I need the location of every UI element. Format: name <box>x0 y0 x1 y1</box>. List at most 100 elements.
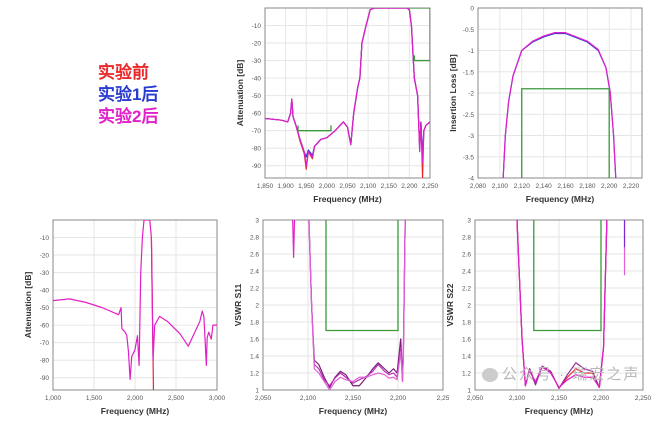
spec-mask-line <box>521 88 610 178</box>
x-tick-label: 2,100 <box>509 395 526 402</box>
y-tick-label: -20 <box>252 41 262 48</box>
y-axis-label: Attenuation [dB] <box>235 60 245 127</box>
x-tick-label: 2,150 <box>381 183 398 190</box>
y-tick-label: -60 <box>252 111 262 118</box>
y-tick-label: -1.5 <box>463 69 475 76</box>
legend: 实验前 实验1后 实验2后 <box>98 62 158 128</box>
x-tick-label: 2,050 <box>255 395 272 402</box>
y-tick-label: 1.6 <box>462 337 471 344</box>
chart-attn-narrow: 1,850 1,900 1,950 2,000 2,050 2,100 2,150 2,200… <box>235 7 439 204</box>
y-tick-label: 2.4 <box>250 269 259 276</box>
y-axis-label: Attenuation [dB] <box>23 272 33 339</box>
y-tick-label: -70 <box>40 340 50 347</box>
watermark: 公众号 · 瑞宏之声 <box>482 366 640 383</box>
y-tick-label: 2 <box>467 303 471 310</box>
y-tick-label: 1 <box>255 388 259 395</box>
y-tick-label: 1.2 <box>250 371 259 378</box>
y-tick-label: -0.5 <box>463 27 475 34</box>
x-axis-label: Frequency (MHz) <box>319 406 388 416</box>
x-tick-label: 2,180 <box>579 183 596 190</box>
y-tick-label: 2.8 <box>250 235 259 242</box>
x-tick-label: 2,050 <box>339 183 356 190</box>
x-tick-label: 1,950 <box>298 183 315 190</box>
y-tick-label: -30 <box>252 58 262 65</box>
x-tick-label: 2,100 <box>300 395 317 402</box>
x-tick-label: 1,000 <box>45 395 62 402</box>
x-tick-label: 3,000 <box>209 395 226 402</box>
x-tick-label: 2,250 <box>635 395 652 402</box>
y-tick-label: 2.2 <box>250 286 259 293</box>
plot-frame <box>52 219 218 391</box>
x-tick-label: 2,100 <box>360 183 377 190</box>
series-line <box>308 220 406 390</box>
y-tick-label: 1.4 <box>462 354 471 361</box>
watermark-text: 公众号 · 瑞宏之声 <box>502 366 641 383</box>
series-line <box>516 220 608 389</box>
plot-frame <box>474 219 644 391</box>
y-tick-label: -80 <box>252 146 262 153</box>
y-tick-label: 0 <box>470 6 474 13</box>
y-axis-label: Insertion Loss [dB] <box>448 54 458 132</box>
x-tick-label: 2,150 <box>345 395 362 402</box>
y-tick-label: 2.6 <box>462 252 471 259</box>
y-tick-label: -2 <box>468 91 474 98</box>
x-tick-label: 2,080 <box>470 183 487 190</box>
y-tick-label: 1.2 <box>462 371 471 378</box>
x-axis-label: Frequency (MHz) <box>525 406 594 416</box>
y-tick-label: -3 <box>468 133 474 140</box>
y-tick-label: 1.8 <box>250 320 259 327</box>
series-line <box>308 220 406 389</box>
y-tick-label: 1.4 <box>250 354 259 361</box>
y-tick-label: -10 <box>40 235 50 242</box>
y-tick-label: -40 <box>40 288 50 295</box>
series-line <box>265 8 430 167</box>
y-axis-label: VSWR S11 <box>233 283 243 326</box>
plot-frame <box>264 7 431 179</box>
x-tick-label: 2,500 <box>168 395 185 402</box>
y-tick-label: -3.5 <box>463 154 475 161</box>
x-tick-label: 1,850 <box>257 183 274 190</box>
y-tick-label: 1.6 <box>250 337 259 344</box>
spec-mask-line <box>533 220 602 332</box>
x-tick-label: 1,500 <box>86 395 103 402</box>
spec-mask-line <box>297 125 332 132</box>
x-tick-label: 2,160 <box>557 183 574 190</box>
chart-insertion-loss: 2,080 2,100 2,120 2,140 2,160 2,180 2,200 2,220… <box>448 6 643 204</box>
legend-item-exp1: 实验1后 <box>98 85 159 104</box>
y-tick-label: -4 <box>468 176 474 183</box>
y-tick-label: -90 <box>40 375 50 382</box>
x-tick-label: 2,200 <box>401 183 418 190</box>
series-line <box>292 220 296 258</box>
spec-mask-line <box>407 8 430 62</box>
x-axis-label: Frequency (MHz) <box>313 194 382 204</box>
x-tick-label: 2,050 <box>467 395 484 402</box>
y-axis-label: VSWR S22 <box>445 283 455 326</box>
series-line <box>502 32 617 178</box>
x-tick-label: 2,25 <box>437 395 450 402</box>
x-tick-label: 2,000 <box>127 395 144 402</box>
y-tick-label: -40 <box>252 76 262 83</box>
chart-attn-wide: 1,000 1,500 2,000 2,500 3,000 -10 -20 -30 -40 -50… <box>23 219 226 416</box>
y-tick-label: 2.6 <box>250 252 259 259</box>
y-tick-label: 2.4 <box>462 269 471 276</box>
y-tick-label: -70 <box>252 128 262 135</box>
x-tick-label: 2,200 <box>601 183 618 190</box>
y-tick-label: 3 <box>467 218 471 225</box>
y-tick-label: -2.5 <box>463 112 475 119</box>
x-axis-label: Frequency (MHz) <box>526 194 595 204</box>
series-line <box>53 220 217 381</box>
x-axis-label: Frequency (MHz) <box>101 406 170 416</box>
chart-vswr-s22: 2,050 2,100 2,150 2,200 2,250 1 1.2 1.4 1.6 1.8 2 2… <box>445 218 652 417</box>
y-tick-label: 3 <box>255 218 259 225</box>
y-tick-label: -80 <box>40 358 50 365</box>
y-tick-label: 2.8 <box>462 235 471 242</box>
x-tick-label: 2,120 <box>514 183 531 190</box>
legend-item-exp2: 实验2后 <box>98 107 159 126</box>
y-tick-label: -90 <box>252 163 262 170</box>
x-tick-label: 2,200 <box>390 395 407 402</box>
y-tick-label: -20 <box>40 253 50 260</box>
x-tick-label: 2,200 <box>593 395 610 402</box>
y-tick-label: -60 <box>40 323 50 330</box>
y-tick-label: 2 <box>255 303 259 310</box>
